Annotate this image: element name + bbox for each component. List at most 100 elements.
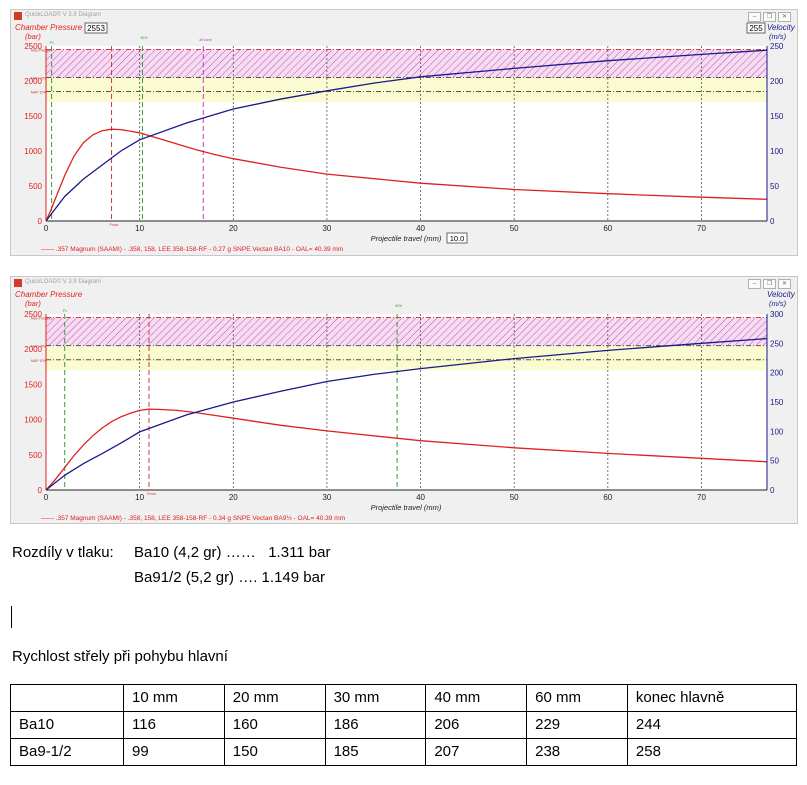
y-left-tick-label: 1500 <box>24 112 42 121</box>
app-icon <box>14 279 22 287</box>
minimize-icon[interactable]: – <box>748 279 761 289</box>
y-left-tick-label: 1000 <box>24 416 42 425</box>
table-header-row: 10 mm 20 mm 30 mm 40 mm 60 mm konec hlav… <box>10 684 798 712</box>
max-pressure-zone <box>46 49 767 78</box>
left-axis-unit: (bar) <box>25 299 41 308</box>
x-axis-title: Projectile travel (mm) <box>371 234 442 243</box>
y-left-tick-label: 500 <box>29 451 43 460</box>
restore-icon[interactable]: ❐ <box>763 279 776 289</box>
restore-icon[interactable]: ❐ <box>763 12 776 22</box>
table-cell: 206 <box>425 711 528 739</box>
table-header-cell: 60 mm <box>526 684 628 712</box>
y-right-tick-label: 200 <box>770 77 784 86</box>
left-axis-title: Chamber Pressure <box>15 23 83 32</box>
y-left-tick-label: 2000 <box>24 345 42 354</box>
x-tick-label: 60 <box>603 493 612 502</box>
table-cell: Ba9-1/2 <box>10 738 124 766</box>
right-axis-unit: (m/s) <box>769 299 787 308</box>
table-header-cell: 40 mm <box>425 684 528 712</box>
max-pressure-zone <box>46 317 767 346</box>
pressure-diff-ba9: Ba91/2 (5,2 gr) …. 1.149 bar <box>134 569 325 586</box>
x-tick-label: 10 <box>135 224 144 233</box>
reference-label: Max.Pressure <box>31 49 53 53</box>
x-tick-label: 70 <box>697 224 706 233</box>
text-cursor <box>11 606 12 628</box>
window-title: QuickLOAD© V 3.9 Diagram <box>25 12 102 18</box>
y-left-tick-label: 0 <box>38 217 43 226</box>
diagram-window-2: QuickLOAD© V 3.9 Diagram – ❐ ✕ Max.Pressur… <box>10 276 798 524</box>
y-right-tick-label: 200 <box>770 369 784 378</box>
left-axis-unit: (bar) <box>25 32 41 41</box>
right-axis-unit: (m/s) <box>769 32 787 41</box>
reference-label: Max.Pressure <box>31 317 53 321</box>
velocity-value-box <box>746 22 766 34</box>
table-header-cell: 20 mm <box>223 684 326 712</box>
x-tick-label: 40 <box>416 224 425 233</box>
velocity-table: 10 mm 20 mm 30 mm 40 mm 60 mm konec hlav… <box>10 684 798 766</box>
reference-label: MAP 10% <box>31 91 47 95</box>
pressure-velocity-chart-1: Max.Pressure MAP -5% MAP 10% 0 10 20 30 40 50 60 7… <box>15 22 796 253</box>
marker-label: Pmax <box>147 492 156 496</box>
y-right-tick-label: 50 <box>770 457 779 466</box>
legend-entry: —— .357 Magnum (SAAMI) - .358, 158, LEE … <box>41 246 343 253</box>
pressure-curve <box>45 128 768 222</box>
reference-label: MAP -5% <box>31 77 46 81</box>
pressure-diff-ba10: Ba10 (4,2 gr) …… 1.311 bar <box>134 544 331 561</box>
window-titlebar: QuickLOAD© V 3.9 Diagram – ❐ ✕ <box>11 10 797 22</box>
pressure-value-box <box>84 22 108 34</box>
table-header-cell: 10 mm <box>123 684 225 712</box>
table-cell: 258 <box>626 738 798 766</box>
x-tick-label: 10 <box>135 493 144 502</box>
x-tick-label: 40 <box>416 493 425 502</box>
x-tick-label: 50 <box>510 493 519 502</box>
y-left-tick-label: 1000 <box>24 147 42 156</box>
window-title: QuickLOAD© V 3.9 Diagram <box>25 279 102 285</box>
x-tick-label: 0 <box>44 493 49 502</box>
table-row: Ba10 116 160 186 206 229 244 <box>10 711 798 739</box>
pressure-value: 2553 <box>87 24 105 33</box>
reference-label: MAP 10% <box>31 359 47 363</box>
pressure-limit-zone <box>46 345 767 371</box>
table-cell: 116 <box>123 711 225 739</box>
right-axis-title: Velocity <box>767 290 796 299</box>
close-icon[interactable]: ✕ <box>778 12 791 22</box>
table-cell: 186 <box>324 711 427 739</box>
y-right-tick-label: 50 <box>770 182 779 191</box>
y-right-tick-label: 250 <box>770 339 784 348</box>
x-tick-label: 60 <box>603 224 612 233</box>
marker-label: P1 <box>63 309 67 313</box>
y-left-tick-label: 0 <box>38 486 43 495</box>
minimize-icon[interactable]: – <box>748 12 761 22</box>
table-header-cell: 30 mm <box>324 684 427 712</box>
table-cell: 238 <box>526 738 628 766</box>
pressure-diff-label: Rozdíly v tlaku: <box>12 544 114 561</box>
marker-label: all burnt <box>199 38 211 42</box>
table-cell: Ba10 <box>10 711 124 739</box>
window-titlebar: QuickLOAD© V 3.9 Diagram – ❐ ✕ <box>11 277 797 289</box>
pressure-curve <box>45 408 768 491</box>
y-right-tick-label: 250 <box>770 42 784 51</box>
y-right-tick-label: 300 <box>770 310 784 319</box>
close-icon[interactable]: ✕ <box>778 279 791 289</box>
x-tick-label: 20 <box>229 493 238 502</box>
marker-label: 90% <box>140 36 147 40</box>
y-right-tick-label: 0 <box>770 486 775 495</box>
legend-entry: —— .357 Magnum (SAAMI) - .358, 158, LEE … <box>41 514 345 522</box>
y-left-tick-label: 2500 <box>24 310 42 319</box>
y-left-tick-label: 1500 <box>24 380 42 389</box>
marker-label: Pmax <box>110 223 119 227</box>
table-cell: 207 <box>425 738 528 766</box>
velocity-value: 255 <box>749 24 763 33</box>
diagram-window-1: QuickLOAD© V 3.9 Diagram – ❐ ✕ Max.Pressur… <box>10 9 798 256</box>
pressure-velocity-chart-2: Max.Pressure MAP -5% MAP 10% 0 10 20 30 40 50 60 7… <box>15 290 796 522</box>
marker-label: P1 <box>50 41 54 45</box>
x-tick-label: 70 <box>697 493 706 502</box>
y-left-tick-label: 2500 <box>24 42 42 51</box>
x-axis-title: Projectile travel (mm) <box>371 503 442 512</box>
left-axis-title: Chamber Pressure <box>15 290 83 299</box>
x-tick-label: 20 <box>229 224 238 233</box>
app-icon <box>14 12 22 20</box>
y-right-tick-label: 150 <box>770 112 784 121</box>
right-axis-title: Velocity <box>767 23 796 32</box>
x-tick-label: 0 <box>44 224 49 233</box>
